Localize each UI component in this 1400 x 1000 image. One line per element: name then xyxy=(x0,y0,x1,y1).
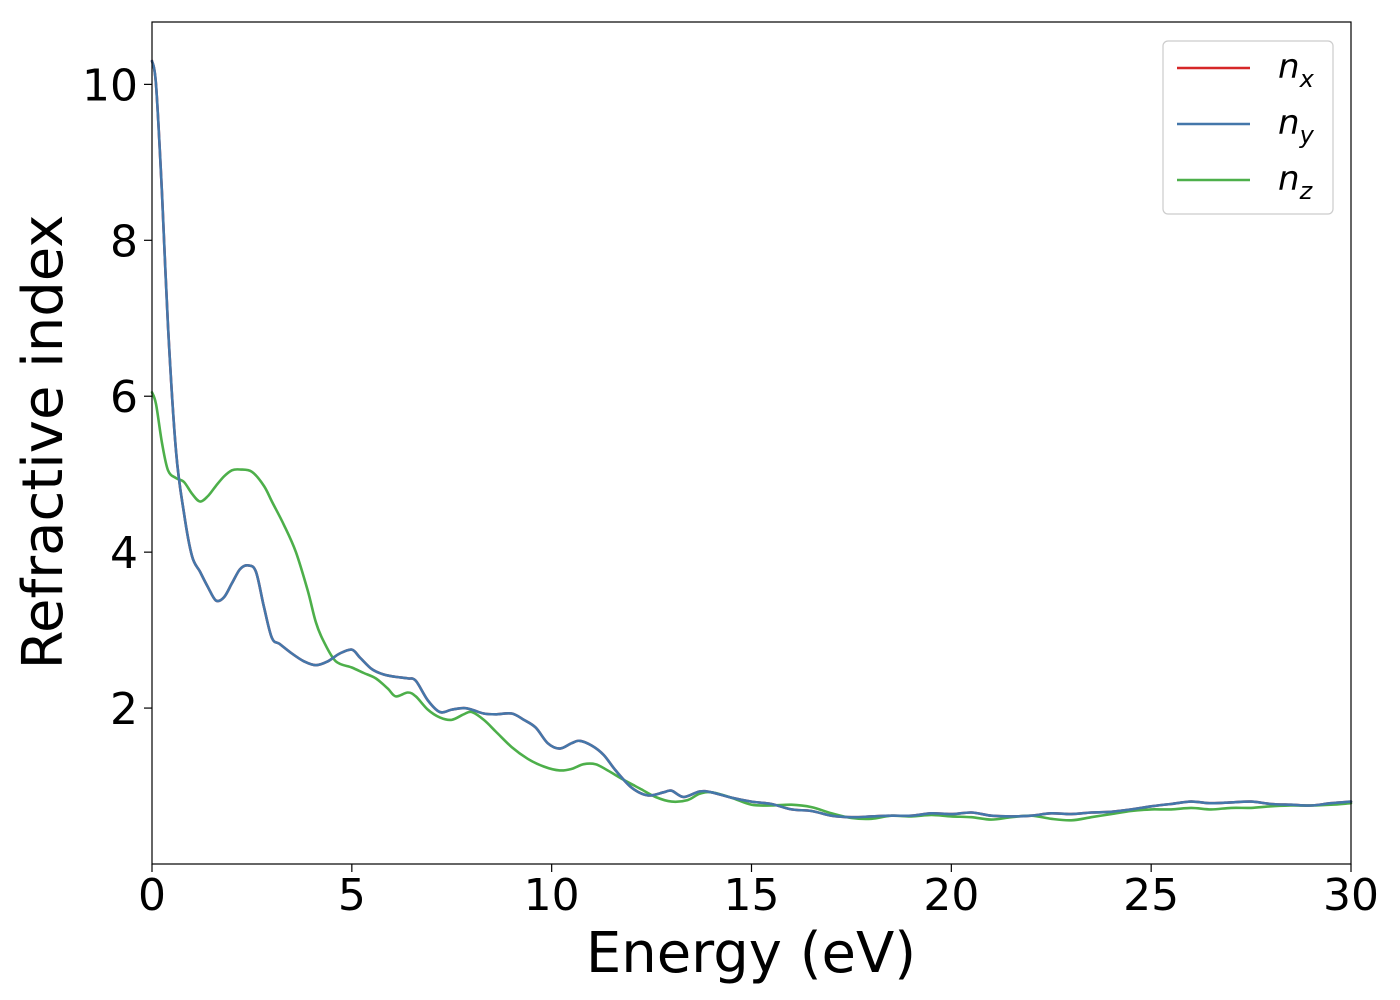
series-line-n-z xyxy=(150,391,1353,822)
x-tick-label: 5 xyxy=(338,870,366,921)
x-tick-label: 30 xyxy=(1323,870,1379,921)
series-line-n-y xyxy=(150,59,1353,819)
y-tick-label: 8 xyxy=(110,216,138,267)
legend: nx ny nz xyxy=(1162,40,1334,215)
legend-label-n-z: nz xyxy=(1278,159,1314,205)
x-tick-label: 0 xyxy=(138,870,166,921)
x-tick-label: 10 xyxy=(524,870,580,921)
legend-label-n-y: ny xyxy=(1278,103,1315,149)
y-tick-label: 4 xyxy=(110,528,138,579)
x-tick-label: 25 xyxy=(1123,870,1179,921)
y-tick-label: 6 xyxy=(110,372,138,423)
x-tick-label: 15 xyxy=(724,870,780,921)
y-tick-label: 2 xyxy=(110,684,138,735)
legend-label-n-x: nx xyxy=(1278,47,1315,93)
y-axis-title: Refractive index xyxy=(11,215,76,670)
legend-box xyxy=(1162,40,1334,215)
y-tick-label: 10 xyxy=(82,60,138,111)
x-axis-title: Energy (eV) xyxy=(586,921,916,986)
series-layer xyxy=(150,59,1353,822)
x-tick-label: 20 xyxy=(923,870,979,921)
axes-layer: 0 5 10 15 20 25 30 2 4 6 8 10 xyxy=(82,21,1379,921)
